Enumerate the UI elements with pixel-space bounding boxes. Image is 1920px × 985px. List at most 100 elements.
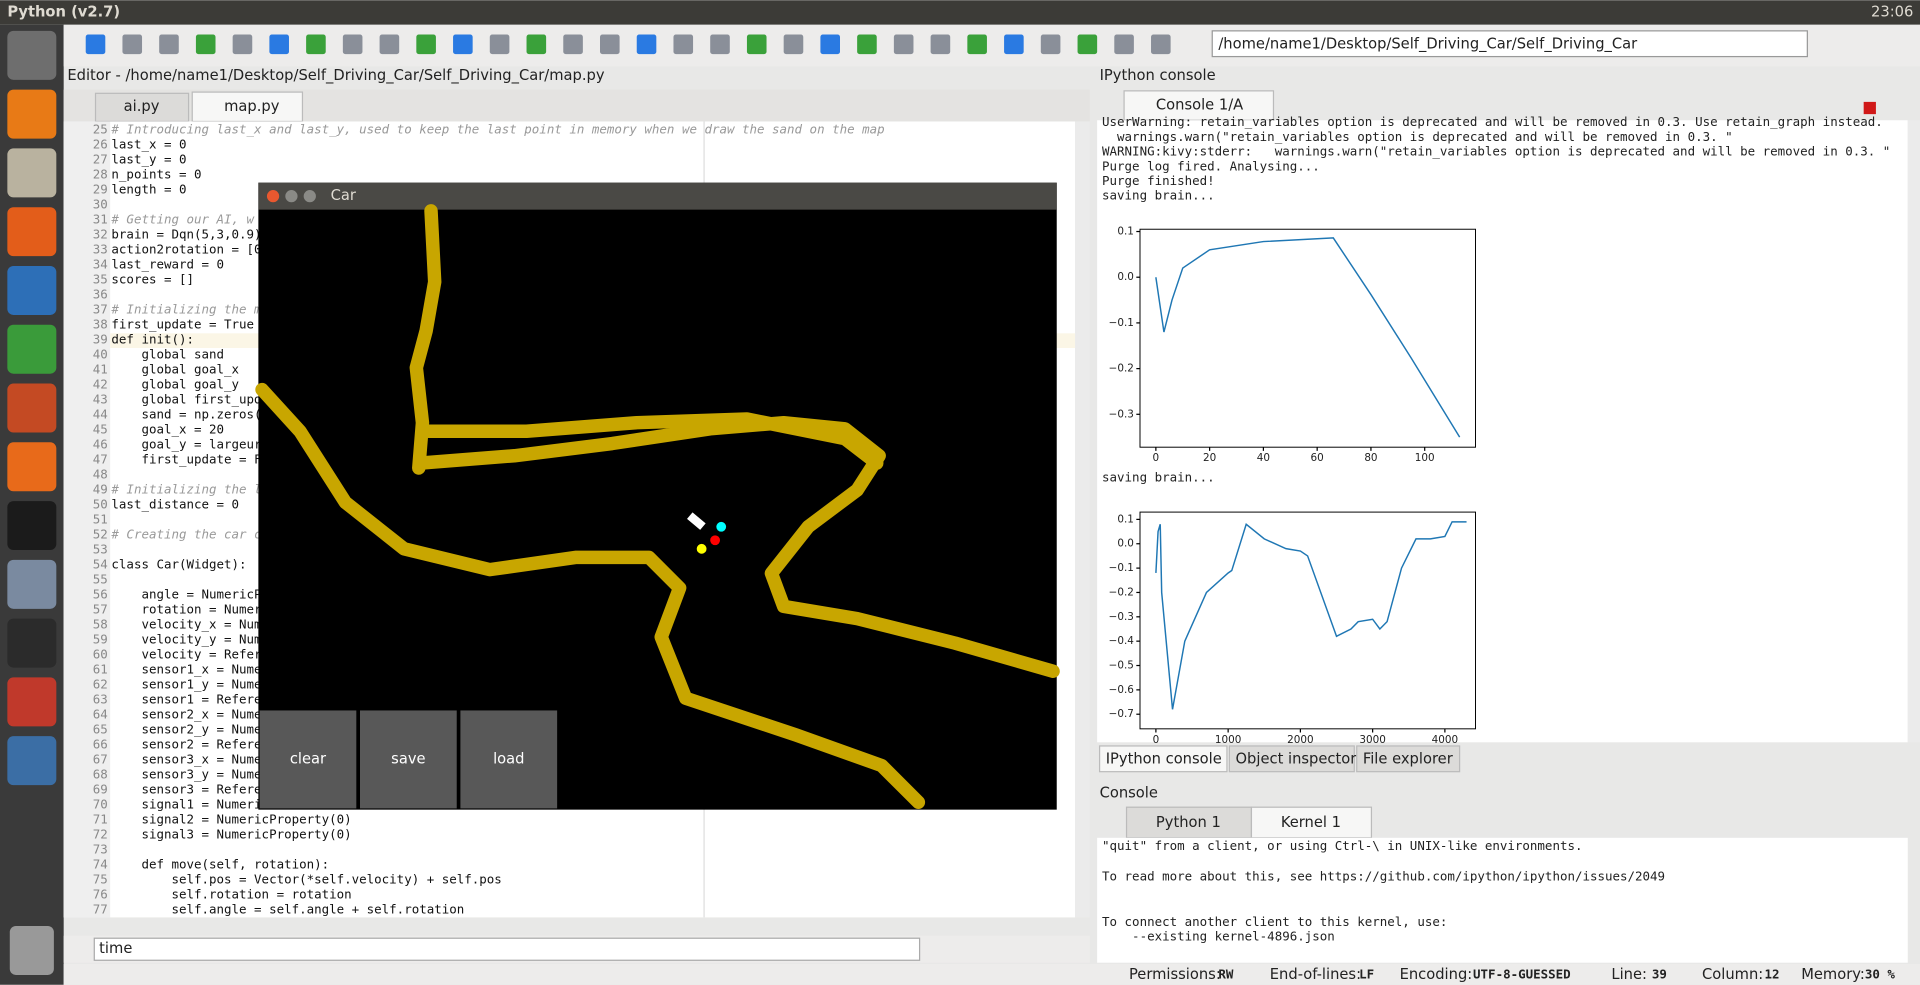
launcher-icon[interactable]: [7, 89, 57, 139]
tool-icon[interactable]: [85, 34, 106, 55]
pane-tab[interactable]: [1228, 745, 1355, 773]
tool-icon[interactable]: [342, 34, 363, 55]
car-button-label: save: [391, 750, 425, 767]
tool-icon[interactable]: [489, 34, 510, 55]
car-button[interactable]: [360, 710, 457, 809]
car-titlebar: [258, 182, 1057, 210]
car-button[interactable]: [259, 710, 357, 809]
code-line: self.rotation = rotation: [111, 887, 351, 902]
tool-icon[interactable]: [636, 34, 657, 55]
tool-icon[interactable]: [232, 34, 253, 55]
find-field[interactable]: [93, 937, 921, 961]
tool-icon[interactable]: [453, 34, 473, 55]
code-line: self.angle = self.angle + self.rotation: [111, 902, 464, 917]
tool-icon[interactable]: [673, 34, 694, 55]
tool-icon[interactable]: [893, 34, 914, 55]
tool-icon[interactable]: [710, 34, 730, 55]
launcher-icon[interactable]: [7, 207, 57, 257]
tool-icon[interactable]: [379, 34, 400, 55]
tool-icon[interactable]: [857, 34, 877, 55]
console-line: UserWarning: retain_variables option is …: [1102, 114, 1883, 129]
pane-tab-label: File explorer: [1363, 750, 1454, 767]
tool-icon[interactable]: [269, 34, 289, 55]
launcher-icon[interactable]: [7, 265, 57, 315]
car-button-label: clear: [290, 750, 327, 767]
launcher-icon[interactable]: [7, 30, 57, 80]
tab-active[interactable]: [1250, 806, 1373, 839]
plot-frame: [1139, 511, 1476, 730]
max-button[interactable]: [303, 190, 316, 203]
status-value: 30 %: [1865, 966, 1896, 981]
code-line: rotation = Numer: [111, 602, 262, 617]
console-tab-label: Console 1/A: [1156, 97, 1243, 114]
y-tick-label: −0.5: [1109, 660, 1134, 672]
window-title: Python (v2.7): [7, 3, 120, 20]
line-number: 54: [93, 557, 108, 572]
x-tick-label: 60: [1311, 452, 1324, 464]
close-button[interactable]: [266, 190, 280, 203]
code-line: signal1 = NumericP: [111, 797, 276, 812]
tool-icon[interactable]: [526, 34, 547, 55]
pane-tab[interactable]: [1356, 745, 1461, 773]
launcher-icon[interactable]: [7, 618, 57, 668]
status-label: Column:: [1702, 966, 1763, 983]
tool-icon[interactable]: [967, 34, 987, 55]
tool-icon[interactable]: [416, 34, 436, 55]
trash-icon[interactable]: [9, 925, 54, 975]
launcher-icon[interactable]: [7, 501, 57, 551]
tool-icon[interactable]: [600, 34, 620, 55]
launcher-icon[interactable]: [7, 324, 57, 374]
sand-stroke: [413, 415, 1060, 679]
y-tick-label: −0.1: [1109, 562, 1134, 574]
tool-icon[interactable]: [1004, 34, 1024, 55]
launcher-icon[interactable]: [7, 559, 57, 609]
tool-icon[interactable]: [820, 34, 840, 55]
status-value: LF: [1359, 966, 1374, 981]
stop-button[interactable]: [1863, 101, 1876, 115]
x-tick-label: 4000: [1432, 734, 1458, 746]
line-number: 72: [93, 827, 108, 842]
tool-icon[interactable]: [563, 34, 583, 55]
launcher-icon[interactable]: [7, 383, 57, 433]
status-label: Permissions:: [1129, 966, 1221, 983]
tool-icon[interactable]: [195, 34, 216, 55]
line-number: 33: [93, 242, 108, 257]
tool-icon[interactable]: [783, 34, 804, 55]
tool-icon[interactable]: [746, 34, 767, 55]
code-line: scores = []: [111, 272, 194, 287]
pane-tab[interactable]: [1098, 745, 1228, 773]
console-line: "quit" from a client, or using Ctrl-\ in…: [1102, 838, 1582, 853]
launcher-icon[interactable]: [7, 677, 57, 727]
plot-line: [1155, 521, 1467, 710]
scrollbar[interactable]: [1075, 121, 1090, 918]
tool-icon[interactable]: [159, 34, 179, 55]
car-title: Car: [331, 187, 357, 204]
path-field[interactable]: [1211, 30, 1808, 58]
launcher-icon[interactable]: [7, 148, 57, 198]
tool-icon[interactable]: [122, 34, 143, 55]
sensor: [716, 521, 727, 532]
launcher-icon[interactable]: [7, 442, 57, 492]
tool-icon[interactable]: [1077, 34, 1098, 55]
console-line: Purge log fired. Analysing...: [1102, 158, 1320, 173]
scrollbar[interactable]: [1907, 120, 1920, 743]
tool-icon[interactable]: [1151, 34, 1171, 55]
line-number: 55: [93, 572, 108, 587]
code-line: sensor2_y = Nume: [111, 722, 261, 737]
tool-icon[interactable]: [1040, 34, 1061, 55]
tool-icon[interactable]: [306, 34, 326, 55]
y-tick-label: −0.4: [1109, 635, 1135, 647]
launcher-icon[interactable]: [7, 736, 57, 786]
line-number: 36: [93, 287, 108, 302]
code-line: sand = np.zeros(: [111, 407, 261, 422]
tool-icon[interactable]: [930, 34, 951, 55]
car-button[interactable]: [460, 710, 558, 809]
min-button[interactable]: [285, 190, 298, 203]
x-tick-label: 1000: [1215, 734, 1241, 746]
code-line: # Creating the car c: [110, 527, 261, 542]
tool-icon[interactable]: [1114, 34, 1134, 55]
car: [687, 512, 706, 530]
console-tab[interactable]: [1123, 90, 1275, 121]
code-line: velocity_y = Num: [111, 632, 261, 647]
code-line: sensor3_x = Nume: [111, 752, 261, 767]
